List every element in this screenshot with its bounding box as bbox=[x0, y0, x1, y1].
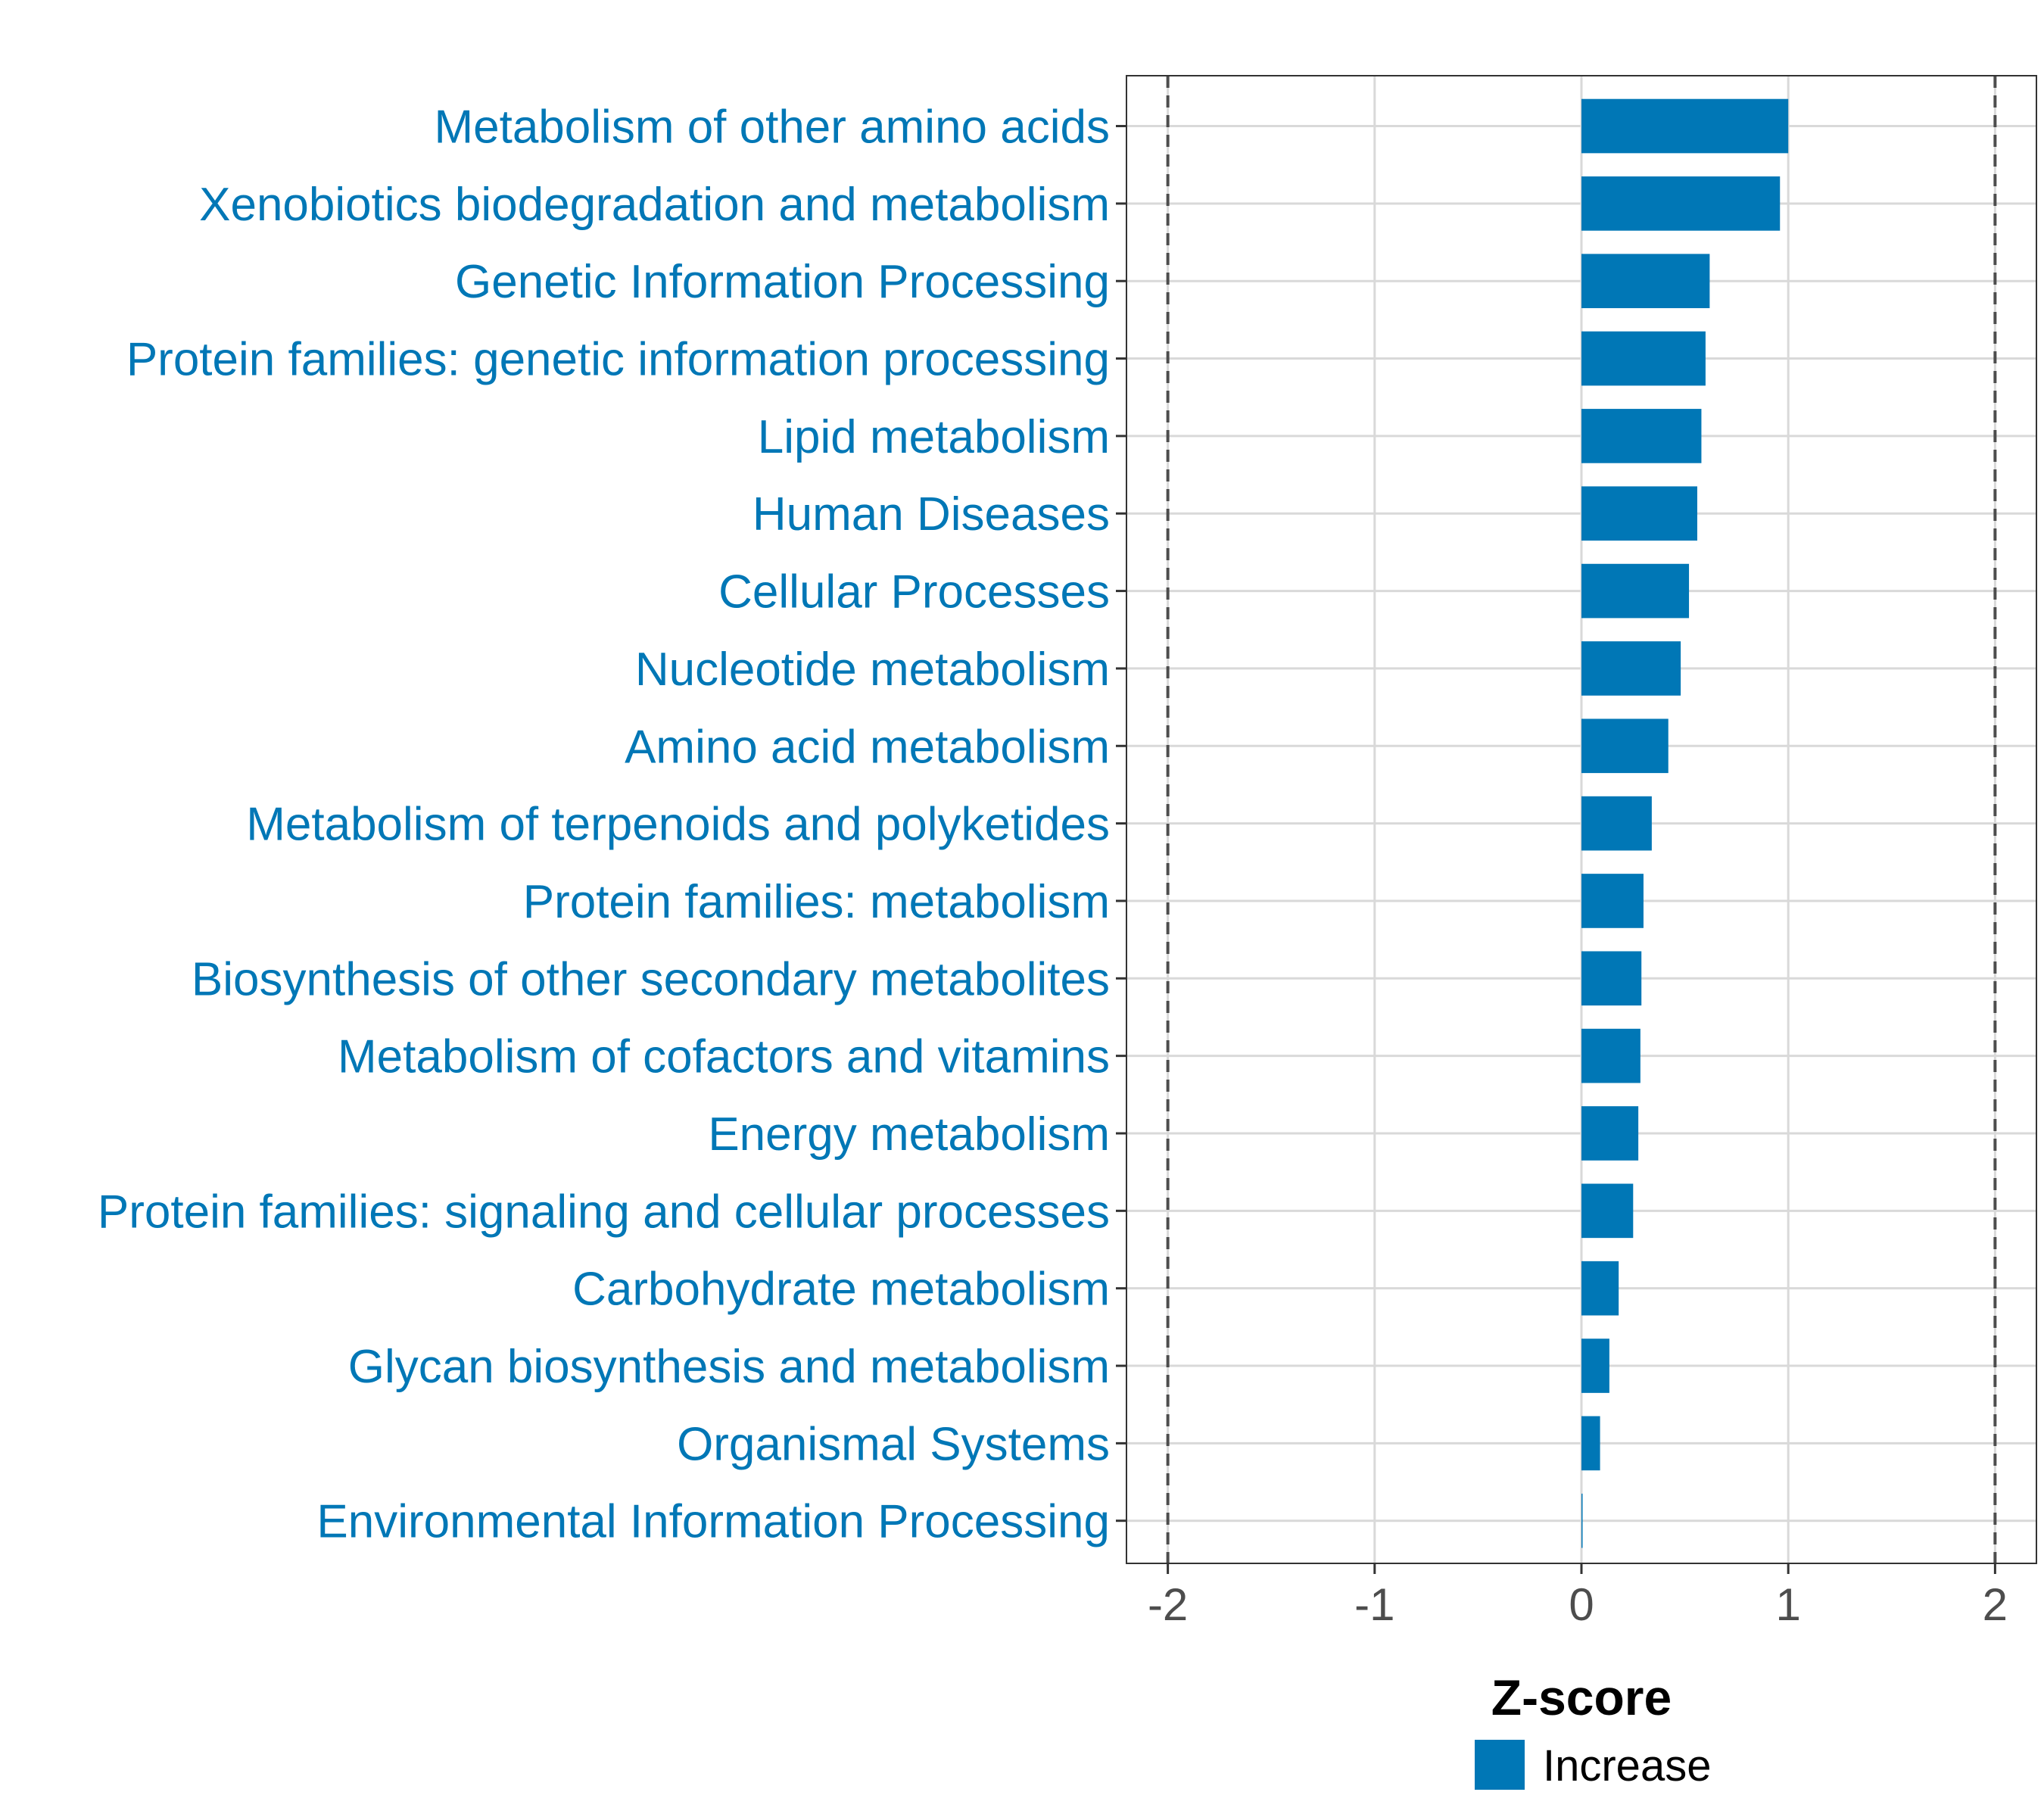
category-label: Cellular Processes bbox=[718, 566, 1110, 619]
category-labels: Metabolism of other amino acids Xenobioti… bbox=[98, 101, 1110, 1548]
category-label: Biosynthesis of other secondary metaboli… bbox=[192, 953, 1110, 1005]
bar bbox=[1581, 486, 1697, 541]
bar bbox=[1581, 641, 1681, 696]
category-label: Glycan biosynthesis and metabolism bbox=[348, 1341, 1110, 1393]
category-label: Lipid metabolism bbox=[758, 411, 1110, 463]
bar bbox=[1581, 1028, 1640, 1083]
category-label: Protein families: genetic information pr… bbox=[126, 334, 1110, 386]
bar bbox=[1581, 1261, 1619, 1316]
bar bbox=[1581, 1183, 1634, 1239]
bar bbox=[1581, 1416, 1600, 1471]
legend-label-increase: Increase bbox=[1543, 1741, 1711, 1791]
bar bbox=[1581, 951, 1642, 1006]
threshold-lines bbox=[1166, 76, 1997, 1563]
axis-ticks bbox=[1116, 125, 1996, 1574]
bar bbox=[1581, 409, 1702, 463]
bar bbox=[1581, 1339, 1609, 1393]
bar bbox=[1581, 1493, 1583, 1548]
legend: Increase bbox=[1475, 1740, 1711, 1791]
x-tick-label: -2 bbox=[1148, 1579, 1188, 1630]
category-label: Metabolism of terpenoids and polyketides bbox=[246, 799, 1110, 851]
bar bbox=[1581, 718, 1669, 774]
x-tick-label: 2 bbox=[1983, 1579, 2008, 1630]
x-tick-label: 1 bbox=[1775, 1579, 1800, 1630]
category-label: Organismal Systems bbox=[677, 1418, 1110, 1470]
category-label: Protein families: signaling and cellular… bbox=[98, 1186, 1110, 1238]
category-label: Metabolism of other amino acids bbox=[434, 101, 1110, 154]
category-label: Energy metabolism bbox=[708, 1108, 1110, 1161]
category-label: Environmental Information Processing bbox=[316, 1496, 1110, 1548]
category-label: Metabolism of cofactors and vitamins bbox=[338, 1031, 1110, 1083]
bar bbox=[1581, 98, 1789, 154]
bar bbox=[1581, 331, 1706, 386]
legend-swatch-increase bbox=[1475, 1740, 1525, 1790]
bar bbox=[1581, 796, 1652, 851]
bar bbox=[1581, 254, 1710, 309]
bar bbox=[1581, 176, 1781, 231]
bars bbox=[1581, 98, 1789, 1548]
x-tick-label: 0 bbox=[1569, 1579, 1594, 1630]
category-label: Amino acid metabolism bbox=[625, 721, 1110, 773]
bar bbox=[1581, 1106, 1639, 1161]
category-label: Protein families: metabolism bbox=[523, 876, 1110, 928]
x-tick-labels: -2 -1 0 1 2 bbox=[1148, 1579, 2008, 1630]
x-tick-label: -1 bbox=[1354, 1579, 1394, 1630]
bar bbox=[1581, 563, 1690, 619]
category-label: Xenobiotics biodegradation and metabolis… bbox=[199, 179, 1110, 231]
bar bbox=[1581, 874, 1644, 928]
category-label: Carbohydrate metabolism bbox=[572, 1264, 1110, 1316]
x-axis-title: Z-score bbox=[1491, 1669, 1672, 1725]
category-label: Human Diseases bbox=[752, 488, 1110, 541]
category-label: Nucleotide metabolism bbox=[635, 644, 1110, 696]
category-label: Genetic Information Processing bbox=[455, 256, 1110, 308]
